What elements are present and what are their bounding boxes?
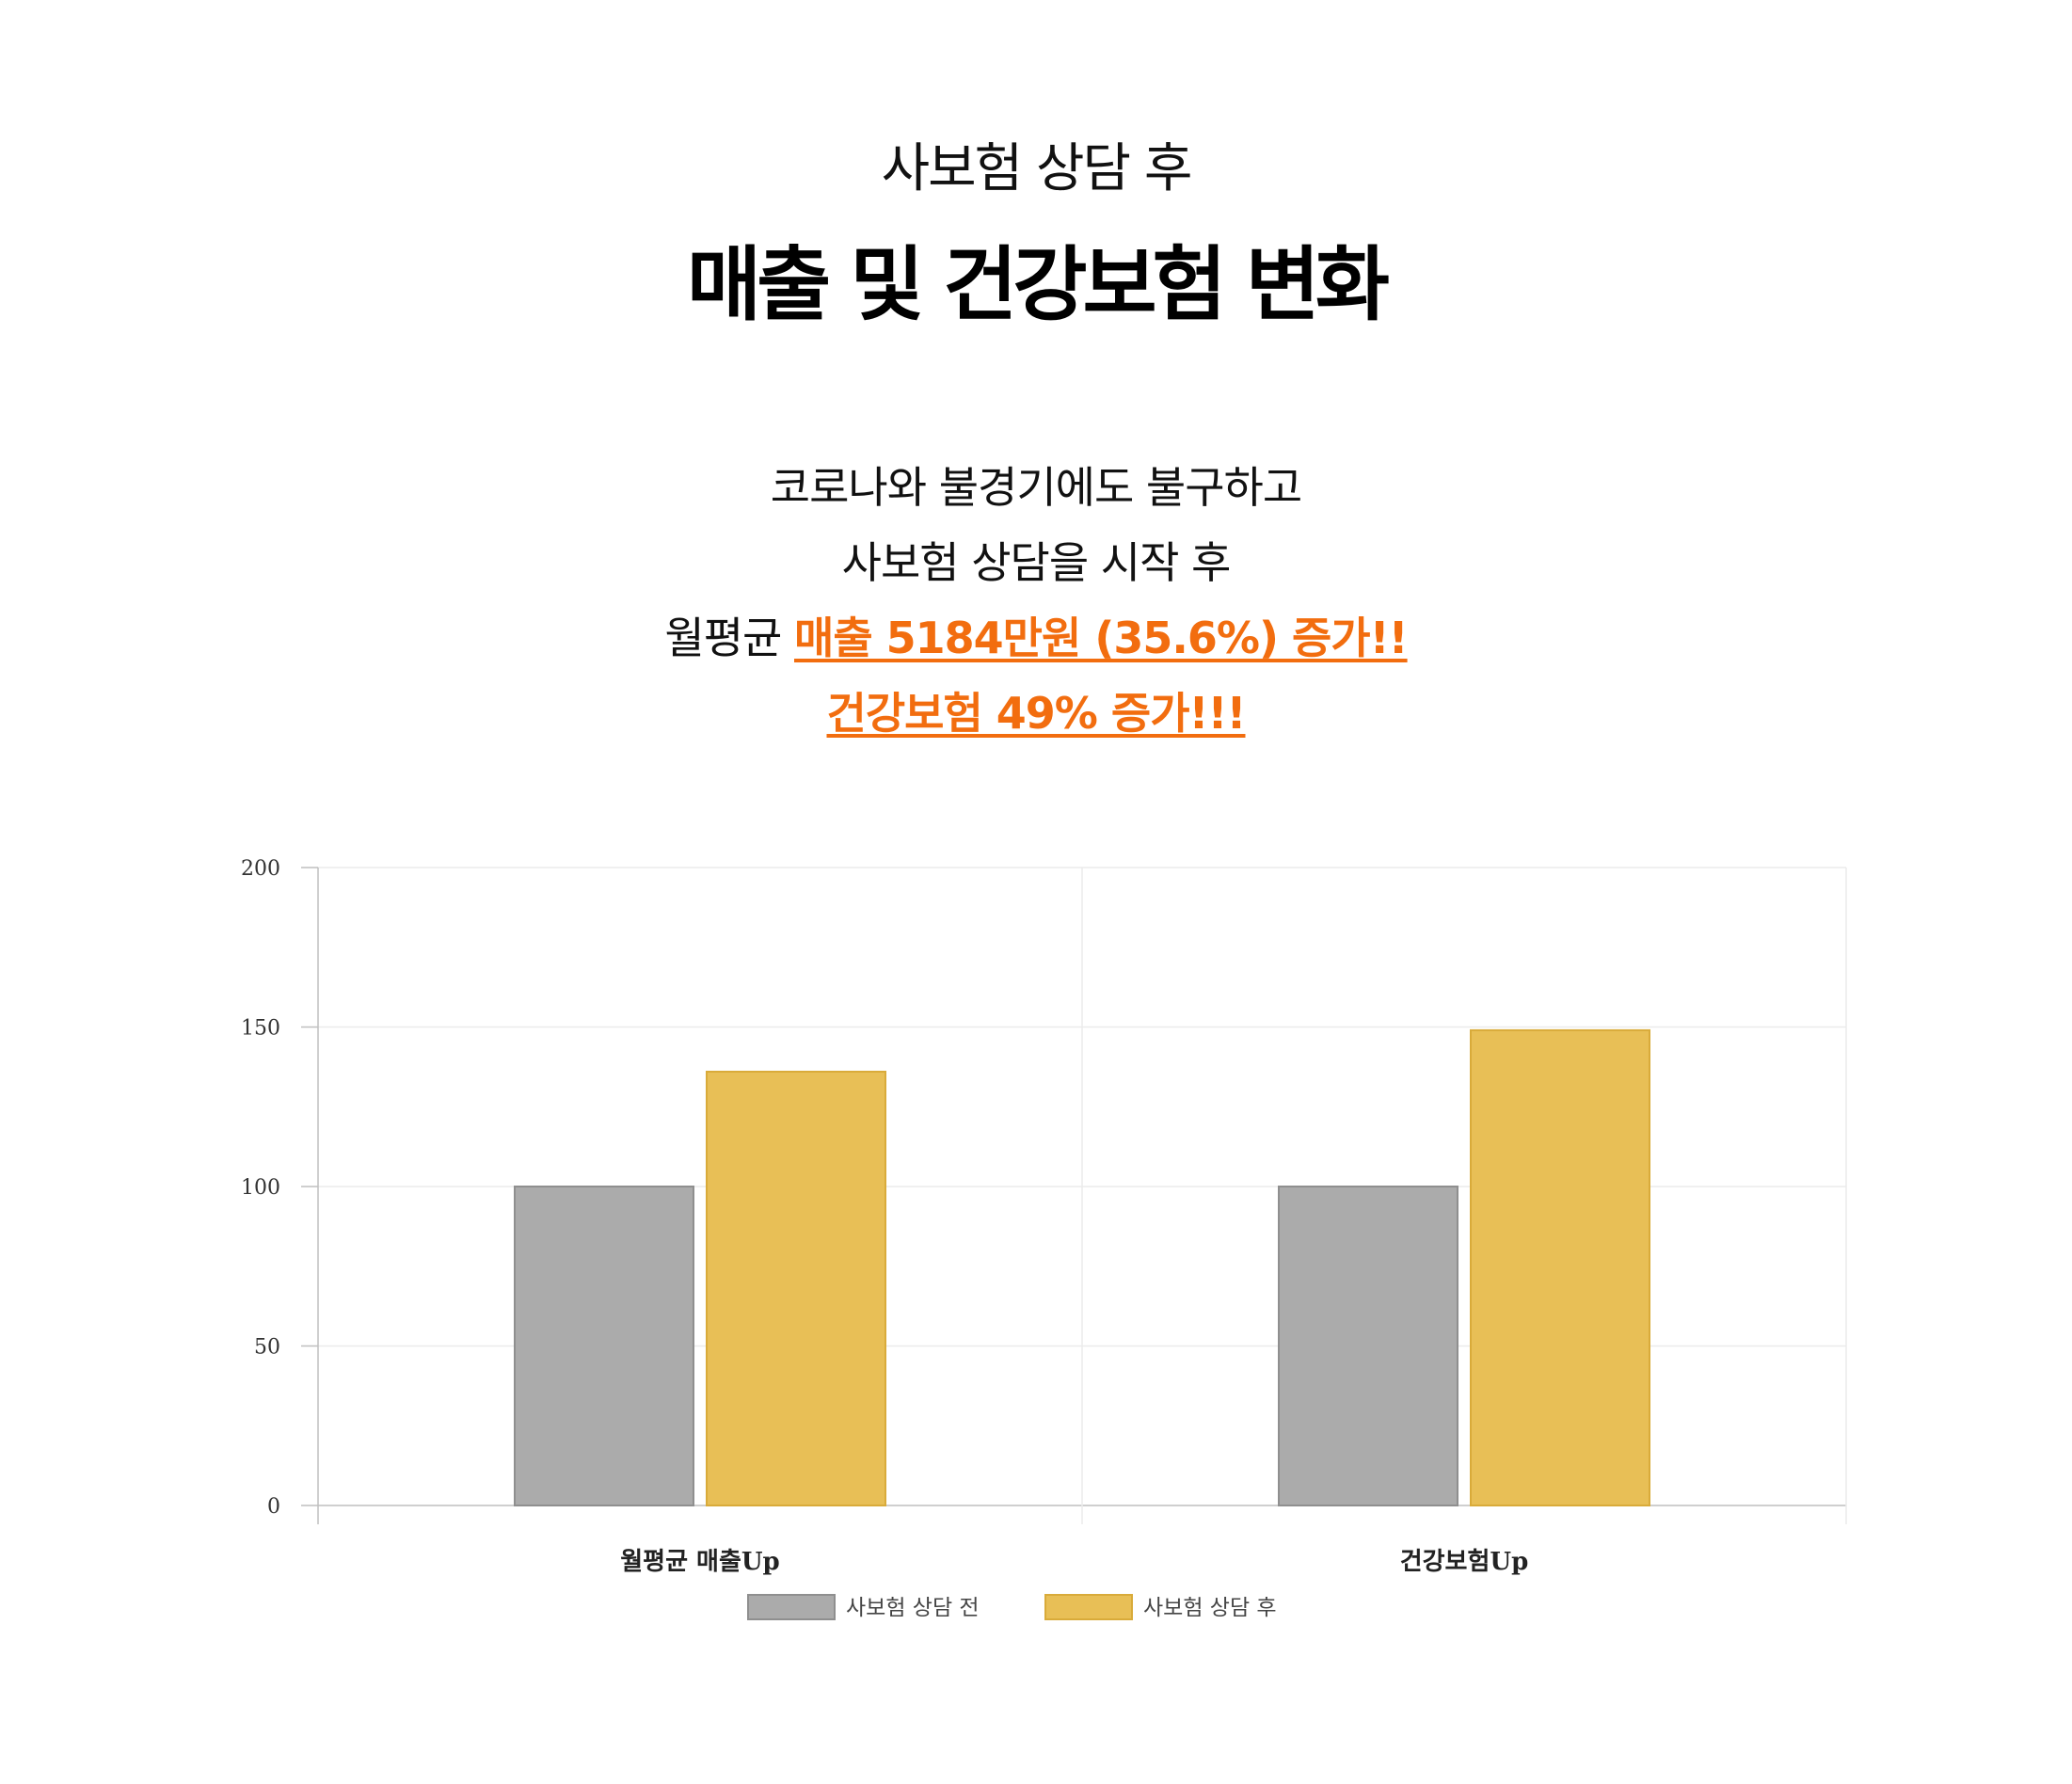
y-tick-label: 0	[267, 1495, 280, 1519]
y-tick-label: 150	[241, 1017, 280, 1041]
page-subtitle: 사보험 상담 후	[881, 138, 1193, 199]
legend-label-after[interactable]: 사보험 상담 후	[1143, 1596, 1277, 1620]
insurance-increase-highlight: 건강보험 49% 증가!!!	[826, 688, 1247, 739]
chart-labels: 0 50 100 150 200 월평균 매출Up 건강보험Up	[241, 857, 1528, 1576]
description-line-1: 코로나와 불경기에도 불구하고	[770, 462, 1302, 513]
y-tick-label: 100	[241, 1176, 280, 1200]
x-category-label: 건강보험Up	[1400, 1548, 1529, 1576]
bar-before-1	[1278, 1186, 1458, 1506]
sales-increase-highlight: 매출 5184만원 (35.6%) 증가!!	[794, 613, 1409, 663]
y-tick-label: 200	[241, 857, 280, 881]
bar-before-0	[514, 1186, 694, 1506]
page-title: 매출 및 건강보험 변화	[687, 238, 1390, 332]
legend-label-before[interactable]: 사보험 상담 전	[846, 1596, 980, 1620]
chart-bars	[514, 1028, 1650, 1506]
description: 코로나와 불경기에도 불구하고 사보험 상담을 시작 후 월평균 매출 5184…	[0, 450, 2072, 751]
description-line-2: 사보험 상담을 시작 후	[841, 537, 1232, 588]
x-category-label: 월평균 매출Up	[620, 1548, 780, 1576]
description-line-3-prefix: 월평균	[664, 613, 794, 663]
bar-after-1	[1470, 1028, 1650, 1506]
description-line-3: 월평균 매출 5184만원 (35.6%) 증가!!	[0, 600, 2072, 676]
legend-swatch-after[interactable]	[1044, 1594, 1133, 1620]
y-tick-label: 50	[254, 1336, 280, 1360]
legend-swatch-before[interactable]	[747, 1594, 836, 1620]
description-line-4: 건강보험 49% 증가!!!	[0, 676, 2072, 751]
chart-axes	[301, 867, 318, 1506]
bar-after-0	[706, 1070, 886, 1506]
chart-legend: 사보험 상담 전 사보험 상담 후	[747, 1594, 1277, 1620]
